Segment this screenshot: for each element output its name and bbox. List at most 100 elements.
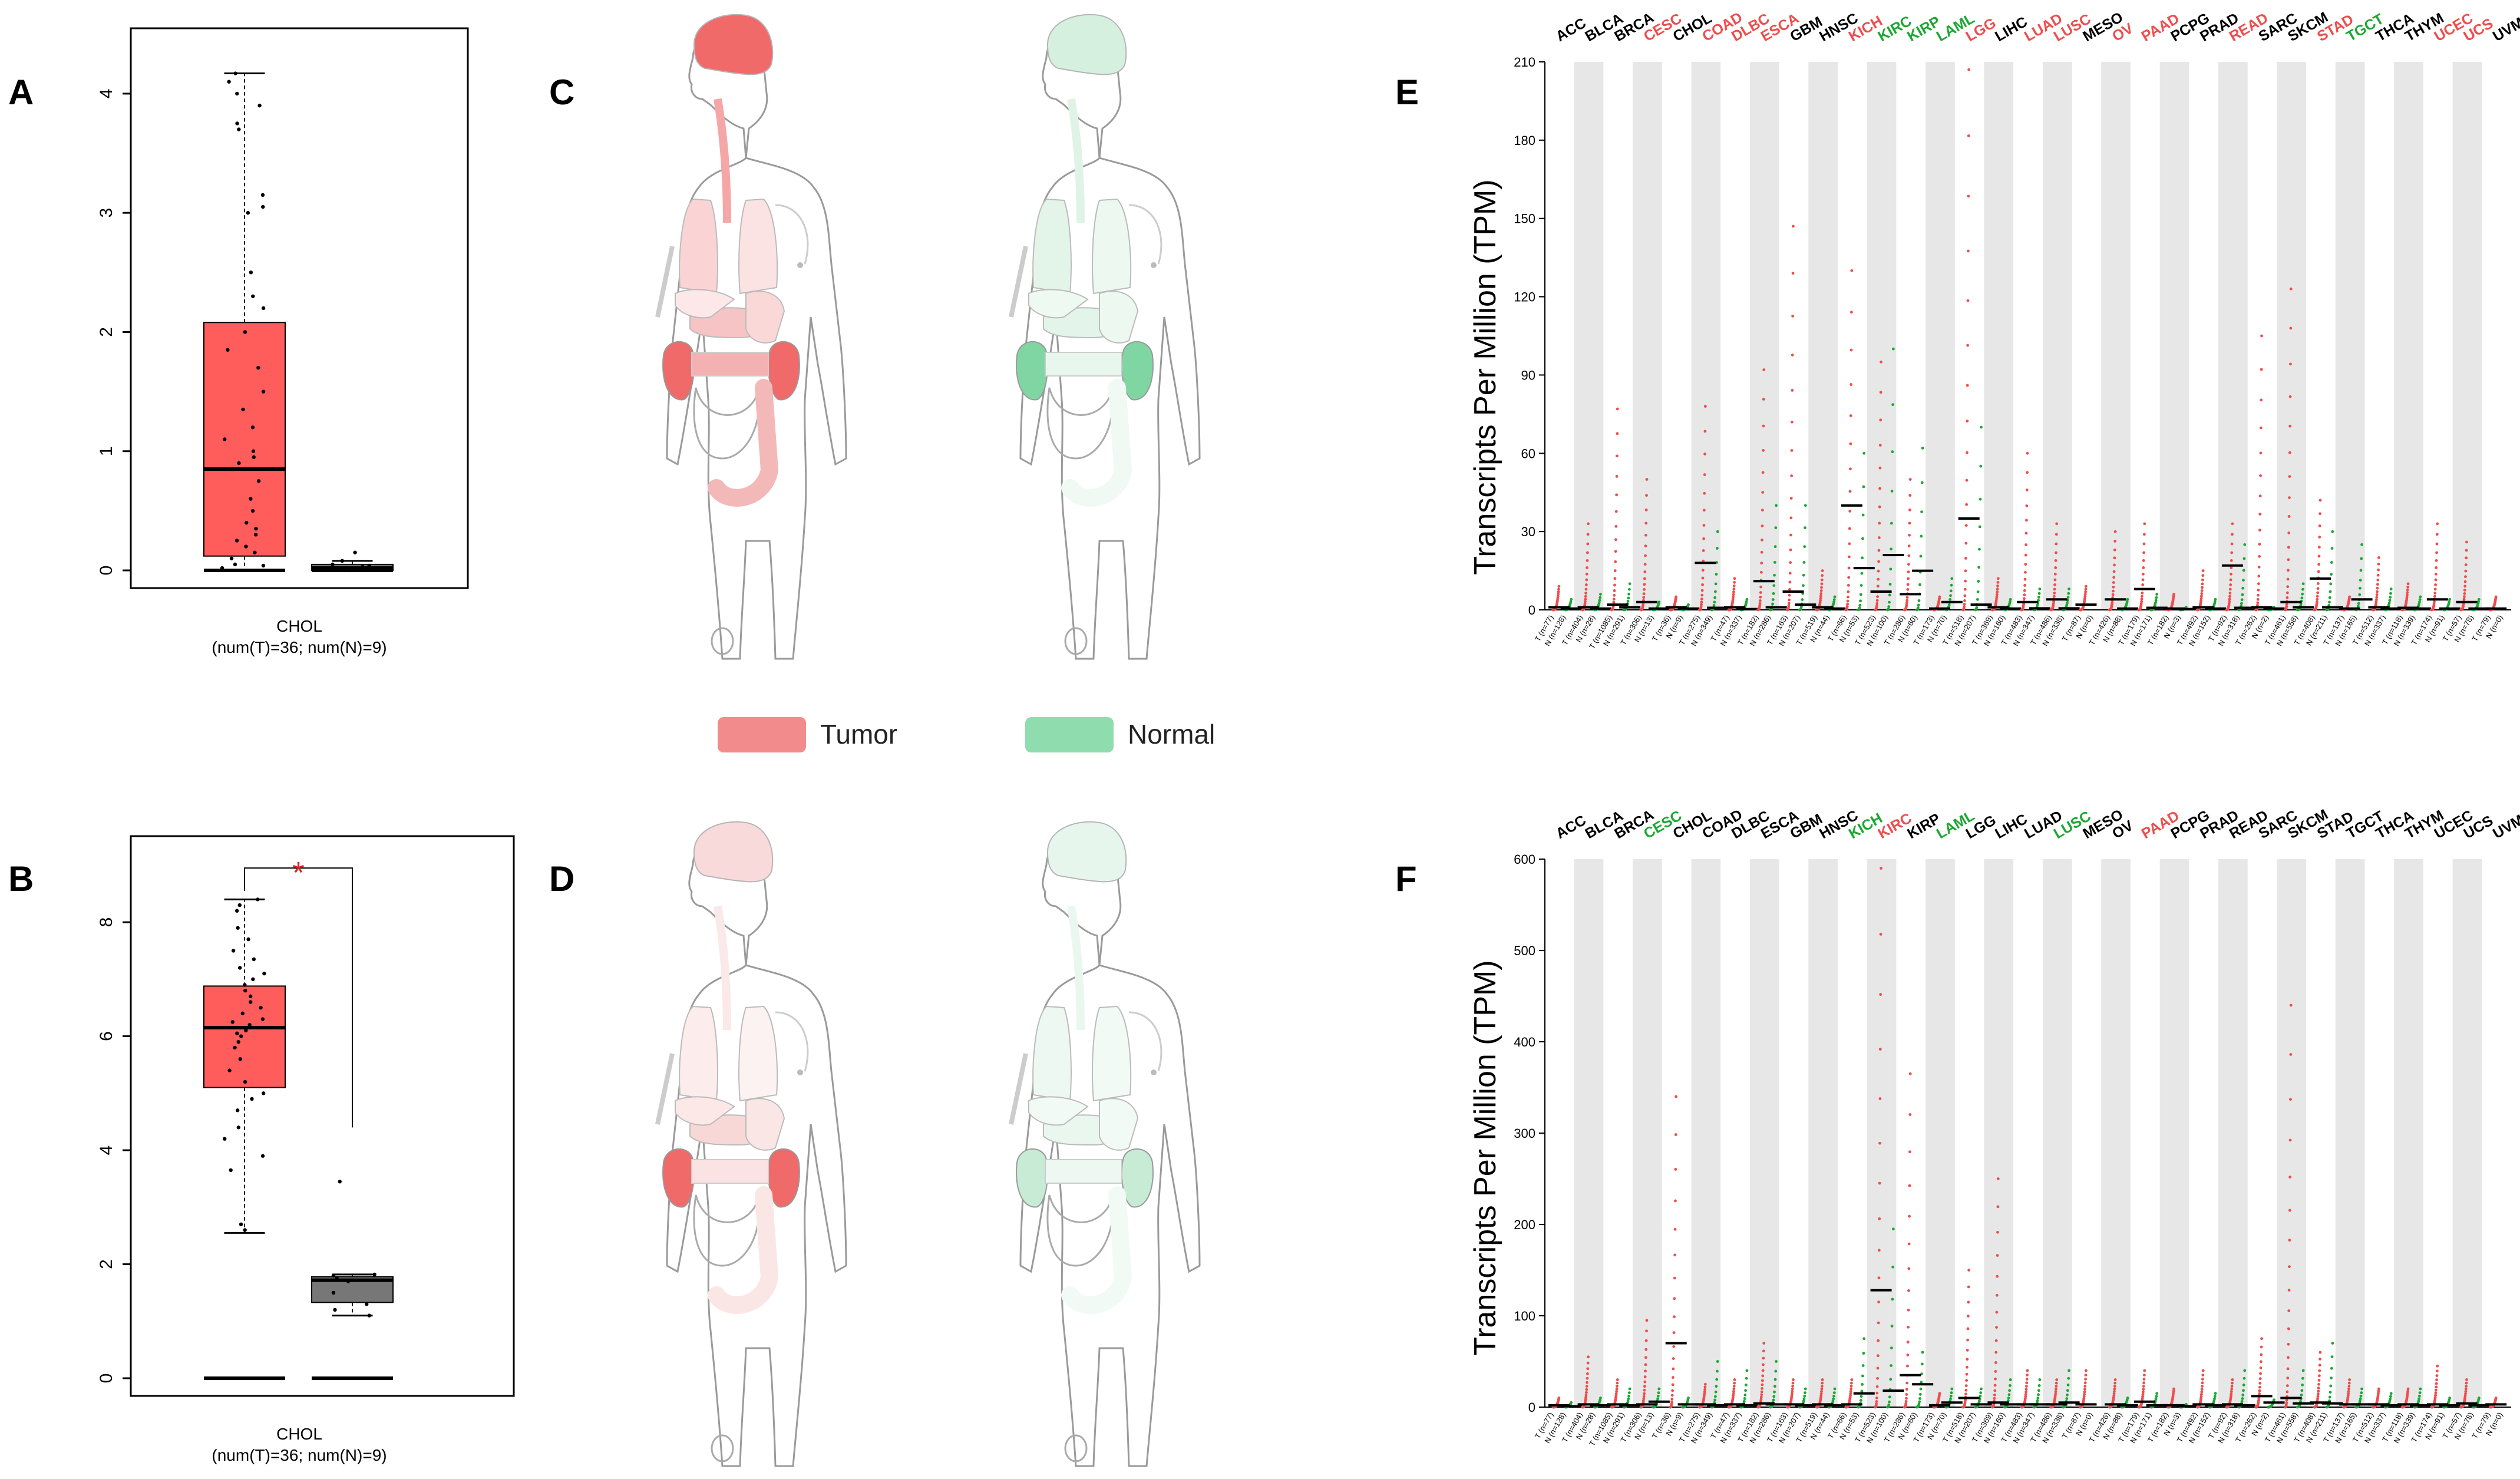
body-d-normal-stomach — [1099, 1098, 1139, 1151]
tumor-dot — [1850, 311, 1853, 314]
normal-dot — [2329, 1384, 2333, 1388]
column-band — [1984, 859, 2014, 1407]
tumor-dot — [1908, 1214, 1911, 1218]
tumor-dot — [2433, 1395, 2437, 1399]
body-d-tumor-breast — [775, 1011, 809, 1072]
tumor-dot — [2025, 1385, 2028, 1388]
normal-dot — [1860, 584, 1863, 587]
tumor-dot — [2285, 603, 2288, 606]
tumor-dot — [1846, 599, 1849, 603]
normal-dot — [2359, 579, 2362, 582]
normal-dot — [2359, 569, 2363, 572]
normal-dot — [1626, 1399, 1630, 1403]
normal-dot — [1744, 1384, 1748, 1386]
body-c-tumor-nipple — [797, 262, 803, 268]
tumor-dot — [1849, 1384, 1853, 1388]
normal-dot — [1626, 599, 1630, 603]
y-tick-label: 8 — [97, 917, 116, 927]
tumor-dot — [2024, 1390, 2028, 1394]
tumor-dot — [1700, 600, 1703, 604]
body-d-normal-esophagus — [1067, 905, 1085, 1031]
tumor-dot — [1819, 595, 1822, 598]
tumor-dot — [1700, 597, 1703, 600]
tumor-dot — [1876, 1376, 1879, 1380]
tumor-dot — [1877, 1276, 1881, 1280]
normal-dot — [2330, 561, 2333, 564]
data-point — [235, 1031, 239, 1035]
body-c-normal-testis — [1064, 627, 1088, 655]
tumor-dot — [1732, 1384, 1736, 1388]
body-c-tumor-arm-bone — [655, 246, 675, 318]
normal-dot — [1774, 1369, 1778, 1373]
tumor-dot — [2113, 563, 2116, 567]
tumor-dot — [1670, 1394, 1674, 1397]
tumor-dot — [1907, 1242, 1911, 1246]
column-band — [2394, 859, 2423, 1407]
normal-dot — [2036, 1399, 2039, 1402]
tumor-dot — [2201, 1378, 2204, 1381]
data-point — [244, 1028, 248, 1033]
tumor-dot — [1963, 587, 1967, 591]
normal-dot — [2389, 596, 2392, 599]
tumor-dot — [1993, 1389, 1997, 1392]
tumor-dot — [1643, 570, 1647, 573]
normal-dot — [1773, 560, 1776, 564]
tumor-dot — [2318, 512, 2321, 516]
tumor-dot — [1732, 593, 1735, 596]
normal-dot — [1979, 464, 1983, 468]
data-point — [235, 121, 239, 126]
tumor-dot — [1849, 414, 1852, 417]
tumor-dot — [2347, 1392, 2350, 1395]
normal-dot — [1713, 600, 1716, 604]
data-point — [243, 330, 247, 334]
tumor-dot — [2231, 1378, 2234, 1381]
tumor-dot — [2463, 580, 2467, 583]
body-d-tumor — [655, 821, 847, 1467]
tumor-dot — [1672, 1376, 1675, 1379]
tumor-dot — [2258, 1381, 2262, 1385]
normal-dot — [1888, 600, 1891, 604]
normal-dot — [1657, 1391, 1660, 1395]
tumor-dot — [1616, 454, 1619, 458]
tumor-dot — [1993, 1397, 1996, 1400]
tumor-dot — [2231, 1381, 2234, 1385]
tumor-dot — [2434, 1394, 2437, 1397]
tumor-dot — [2053, 592, 2056, 595]
tumor-dot — [2113, 1389, 2116, 1393]
normal-dot — [1687, 1397, 1690, 1399]
y-tick-label: 1 — [97, 446, 116, 456]
normal-dot — [1627, 1394, 1630, 1398]
tumor-dot — [2463, 585, 2467, 588]
tumor-dot — [2260, 398, 2263, 402]
tumor-dot — [1966, 299, 1970, 302]
tumor-dot — [2083, 1390, 2086, 1394]
tumor-dot — [1821, 569, 1824, 572]
tumor-dot — [1878, 1048, 1882, 1051]
tumor-dot — [1702, 549, 1705, 552]
data-point — [231, 949, 236, 953]
body-c-normal-breast — [1128, 204, 1162, 265]
column-band — [2277, 62, 2307, 610]
tumor-dot — [2258, 1385, 2261, 1389]
tumor-dot — [2055, 1387, 2057, 1391]
normal-dot — [1859, 593, 1862, 596]
panel-label-b: B — [8, 859, 34, 899]
normal-dot — [1802, 1397, 1806, 1401]
tumor-dot — [1586, 559, 1589, 562]
tumor-dot — [1878, 444, 1882, 447]
normal-dot — [2214, 597, 2217, 601]
tumor-dot — [2141, 1395, 2145, 1398]
tumor-dot — [1760, 1390, 1763, 1394]
tumor-dot — [1643, 1380, 1647, 1384]
tumor-dot — [2083, 1381, 2087, 1385]
normal-dot — [2154, 1397, 2158, 1401]
tumor-dot — [2289, 326, 2293, 330]
tumor-dot — [1584, 1394, 1588, 1397]
normal-dot — [2389, 587, 2393, 590]
tumor-dot — [1675, 1095, 1678, 1098]
tumor-dot — [1875, 1402, 1878, 1406]
body-d-normal-kidney-right — [1121, 1148, 1154, 1208]
tumor-dot — [2317, 554, 2321, 558]
body-c-tumor-lung-left — [679, 198, 718, 295]
tumor-dot — [1963, 605, 1966, 609]
